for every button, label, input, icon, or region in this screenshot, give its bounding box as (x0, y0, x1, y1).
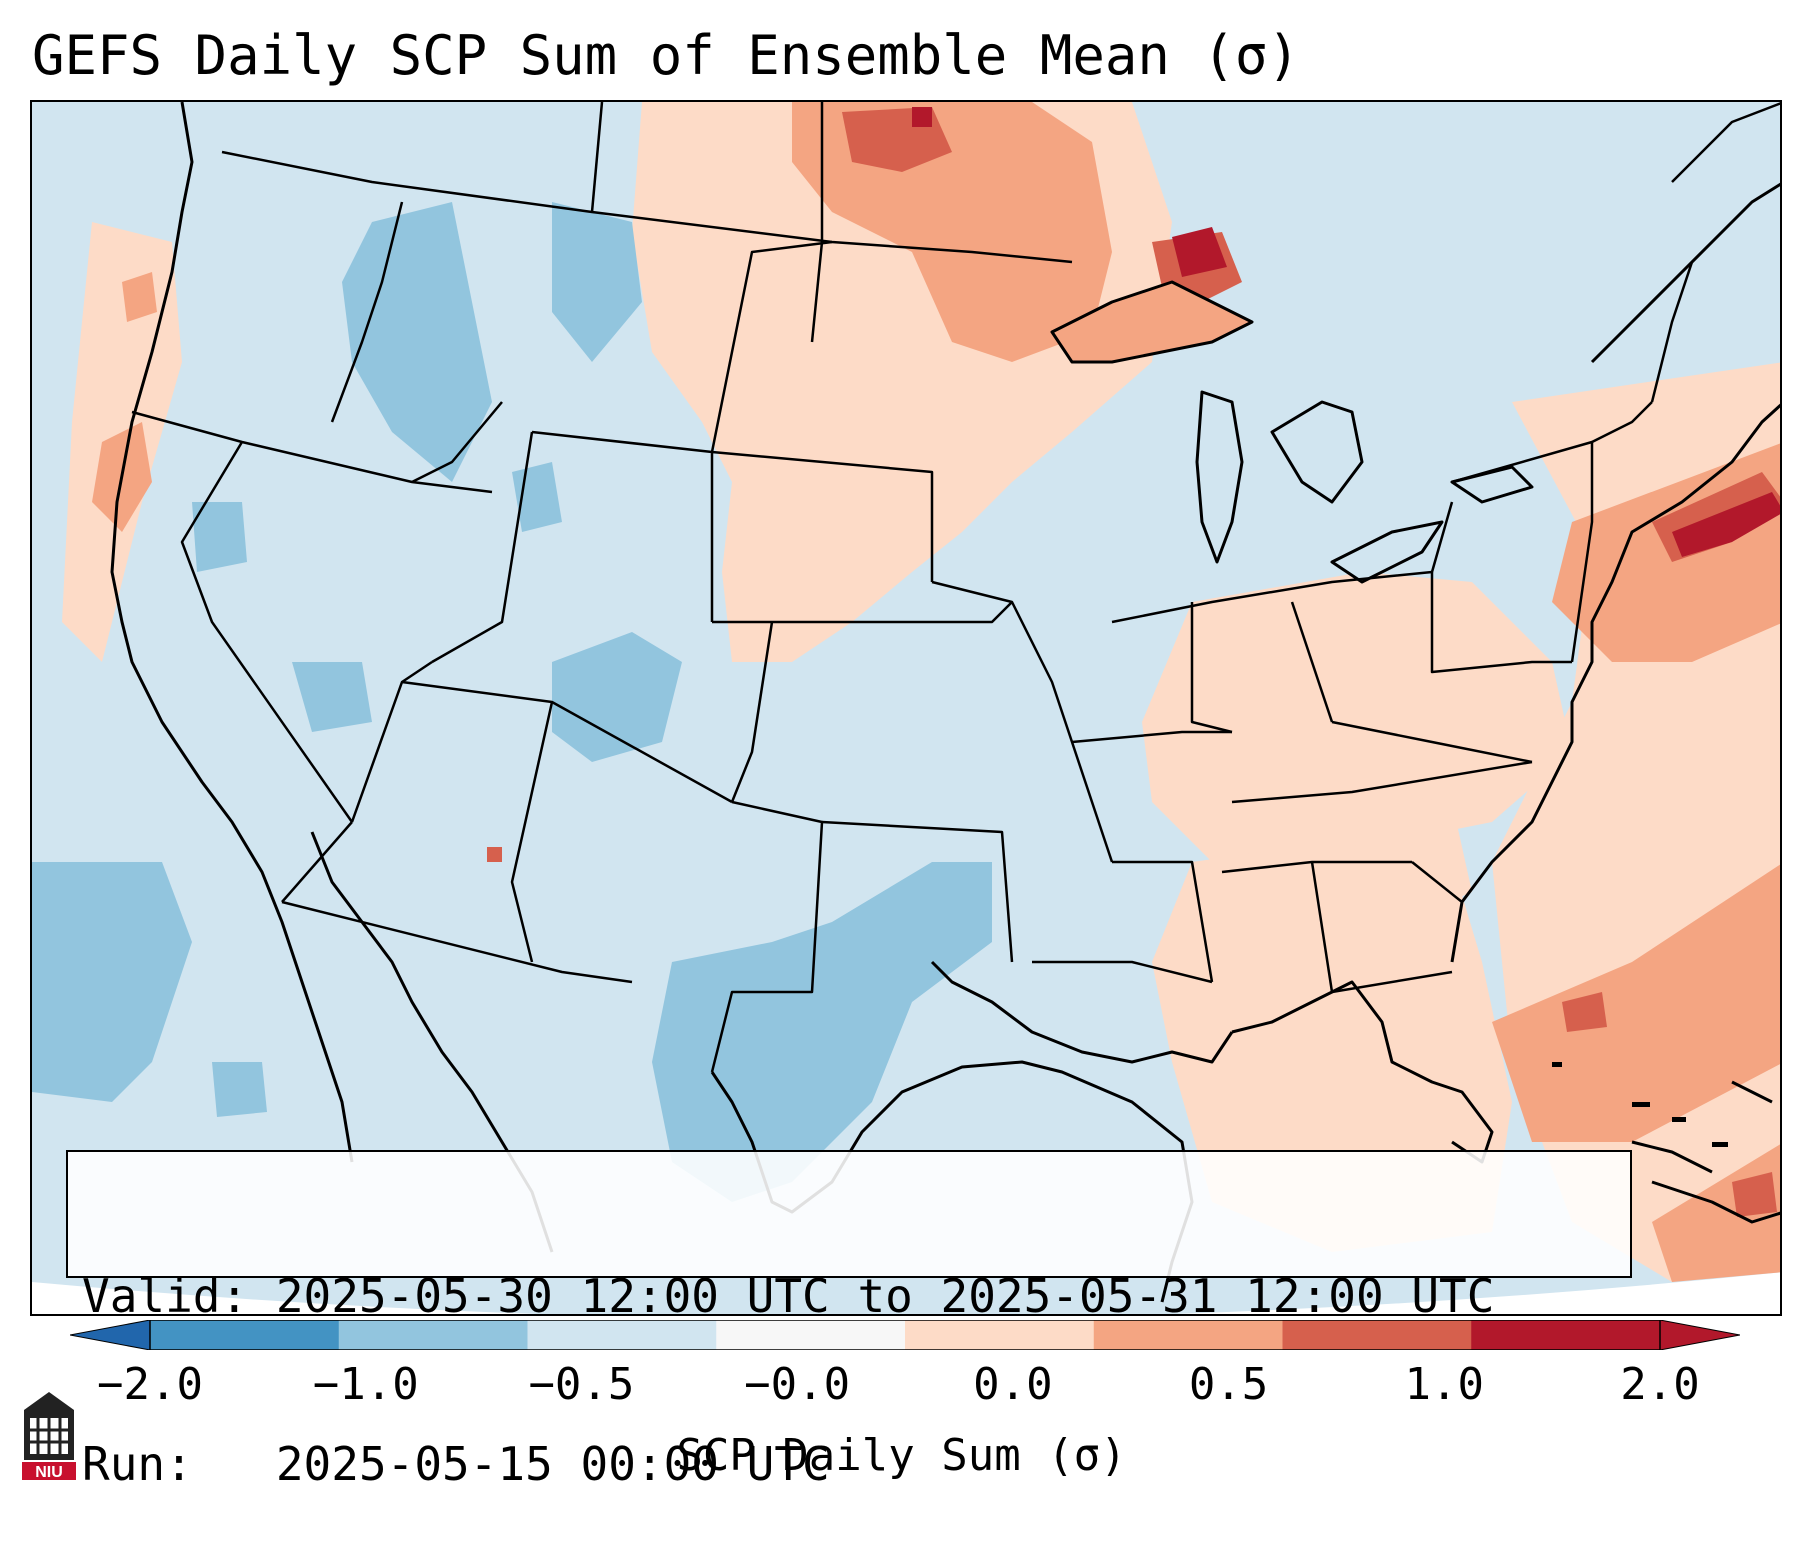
moderate-positive-regions (92, 102, 1780, 1282)
colorbar-tick-label: −0.5 (528, 1359, 635, 1410)
colorbar-segment (1471, 1320, 1661, 1350)
colorbar-segment (716, 1320, 906, 1350)
colorbar-segment (1282, 1320, 1472, 1350)
colorbar-segment (1093, 1320, 1283, 1350)
outside-domain (32, 1272, 1780, 1314)
run-time-text: Run: 2025-05-15 00:00 UTC (82, 1437, 830, 1491)
scp-map (32, 102, 1780, 1314)
colorbar-segments (150, 1320, 1661, 1350)
colorbar-segment (905, 1320, 1095, 1350)
valid-time-text: Valid: 2025-05-30 12:00 UTC to 2025-05-3… (82, 1269, 1495, 1323)
colorbar-label: SCP Daily Sum (σ) (676, 1430, 1127, 1481)
colorbar-tick-label: −1.0 (312, 1359, 419, 1410)
islands (1552, 1062, 1728, 1147)
colorbar-segment (150, 1320, 340, 1350)
colorbar-tick-label: 1.0 (1404, 1359, 1485, 1410)
valid-run-info-box: Valid: 2025-05-30 12:00 UTC to 2025-05-3… (66, 1150, 1632, 1491)
colorbar-tick-label: −2.0 (97, 1359, 203, 1410)
negative-anomaly-regions (32, 202, 992, 1202)
niu-logo: NIU (22, 1392, 76, 1481)
niu-logo-text: NIU (35, 1464, 63, 1481)
colorbar-tick-label: 0.0 (973, 1359, 1053, 1410)
coastlines (110, 102, 1780, 1303)
great-lakes (1050, 280, 1534, 584)
colorbar-extend-high (1659, 1320, 1740, 1350)
colorbar-tick-label: 0.5 (1188, 1359, 1269, 1410)
state-borders (131, 102, 1780, 1073)
colorbar-segment (338, 1320, 528, 1350)
colorbar-tick-label: 2.0 (1620, 1359, 1700, 1410)
colorbar-extend-low (70, 1320, 151, 1350)
map-panel (30, 100, 1782, 1316)
extreme-positive-regions (912, 107, 1780, 557)
colorbar-outline (149, 1320, 1661, 1350)
colorbar-tick-label: −0.0 (744, 1359, 851, 1410)
colorbar-segment (527, 1320, 717, 1350)
colorbar (70, 1320, 1740, 1350)
chart-title: GEFS Daily SCP Sum of Ensemble Mean (σ) (32, 24, 1300, 87)
